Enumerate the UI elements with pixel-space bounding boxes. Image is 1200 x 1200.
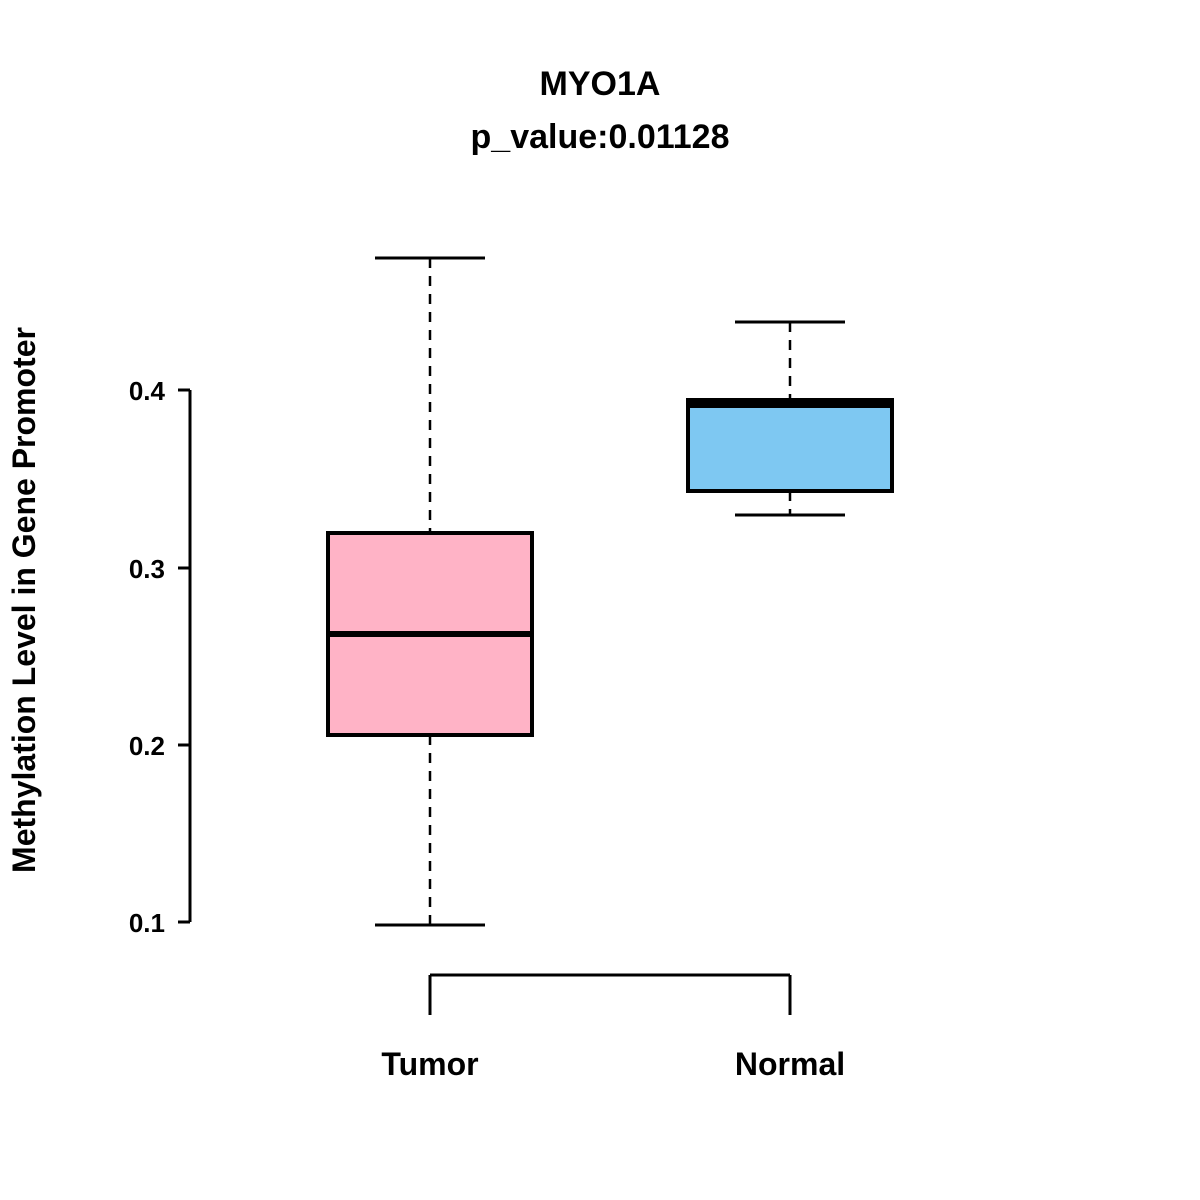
y-tick-label-1: 0.3 (129, 554, 165, 584)
y-tick-label-0: 0.4 (129, 376, 166, 406)
y-tick-label-3: 0.1 (129, 908, 165, 938)
y-axis-label: Methylation Level in Gene Promoter (6, 327, 42, 873)
chart-subtitle: p_value:0.01128 (471, 118, 730, 156)
y-tick-label-2: 0.2 (129, 731, 165, 761)
chart-title: MYO1A (540, 65, 661, 103)
normal-box[interactable] (688, 400, 892, 491)
group-label-tumor[interactable]: Tumor (381, 1046, 478, 1082)
group-label-normal[interactable]: Normal (735, 1046, 845, 1082)
boxplot-chart: MYO1A p_value:0.01128 Methylation Level … (0, 0, 1200, 1200)
chart-background (0, 0, 1200, 1200)
